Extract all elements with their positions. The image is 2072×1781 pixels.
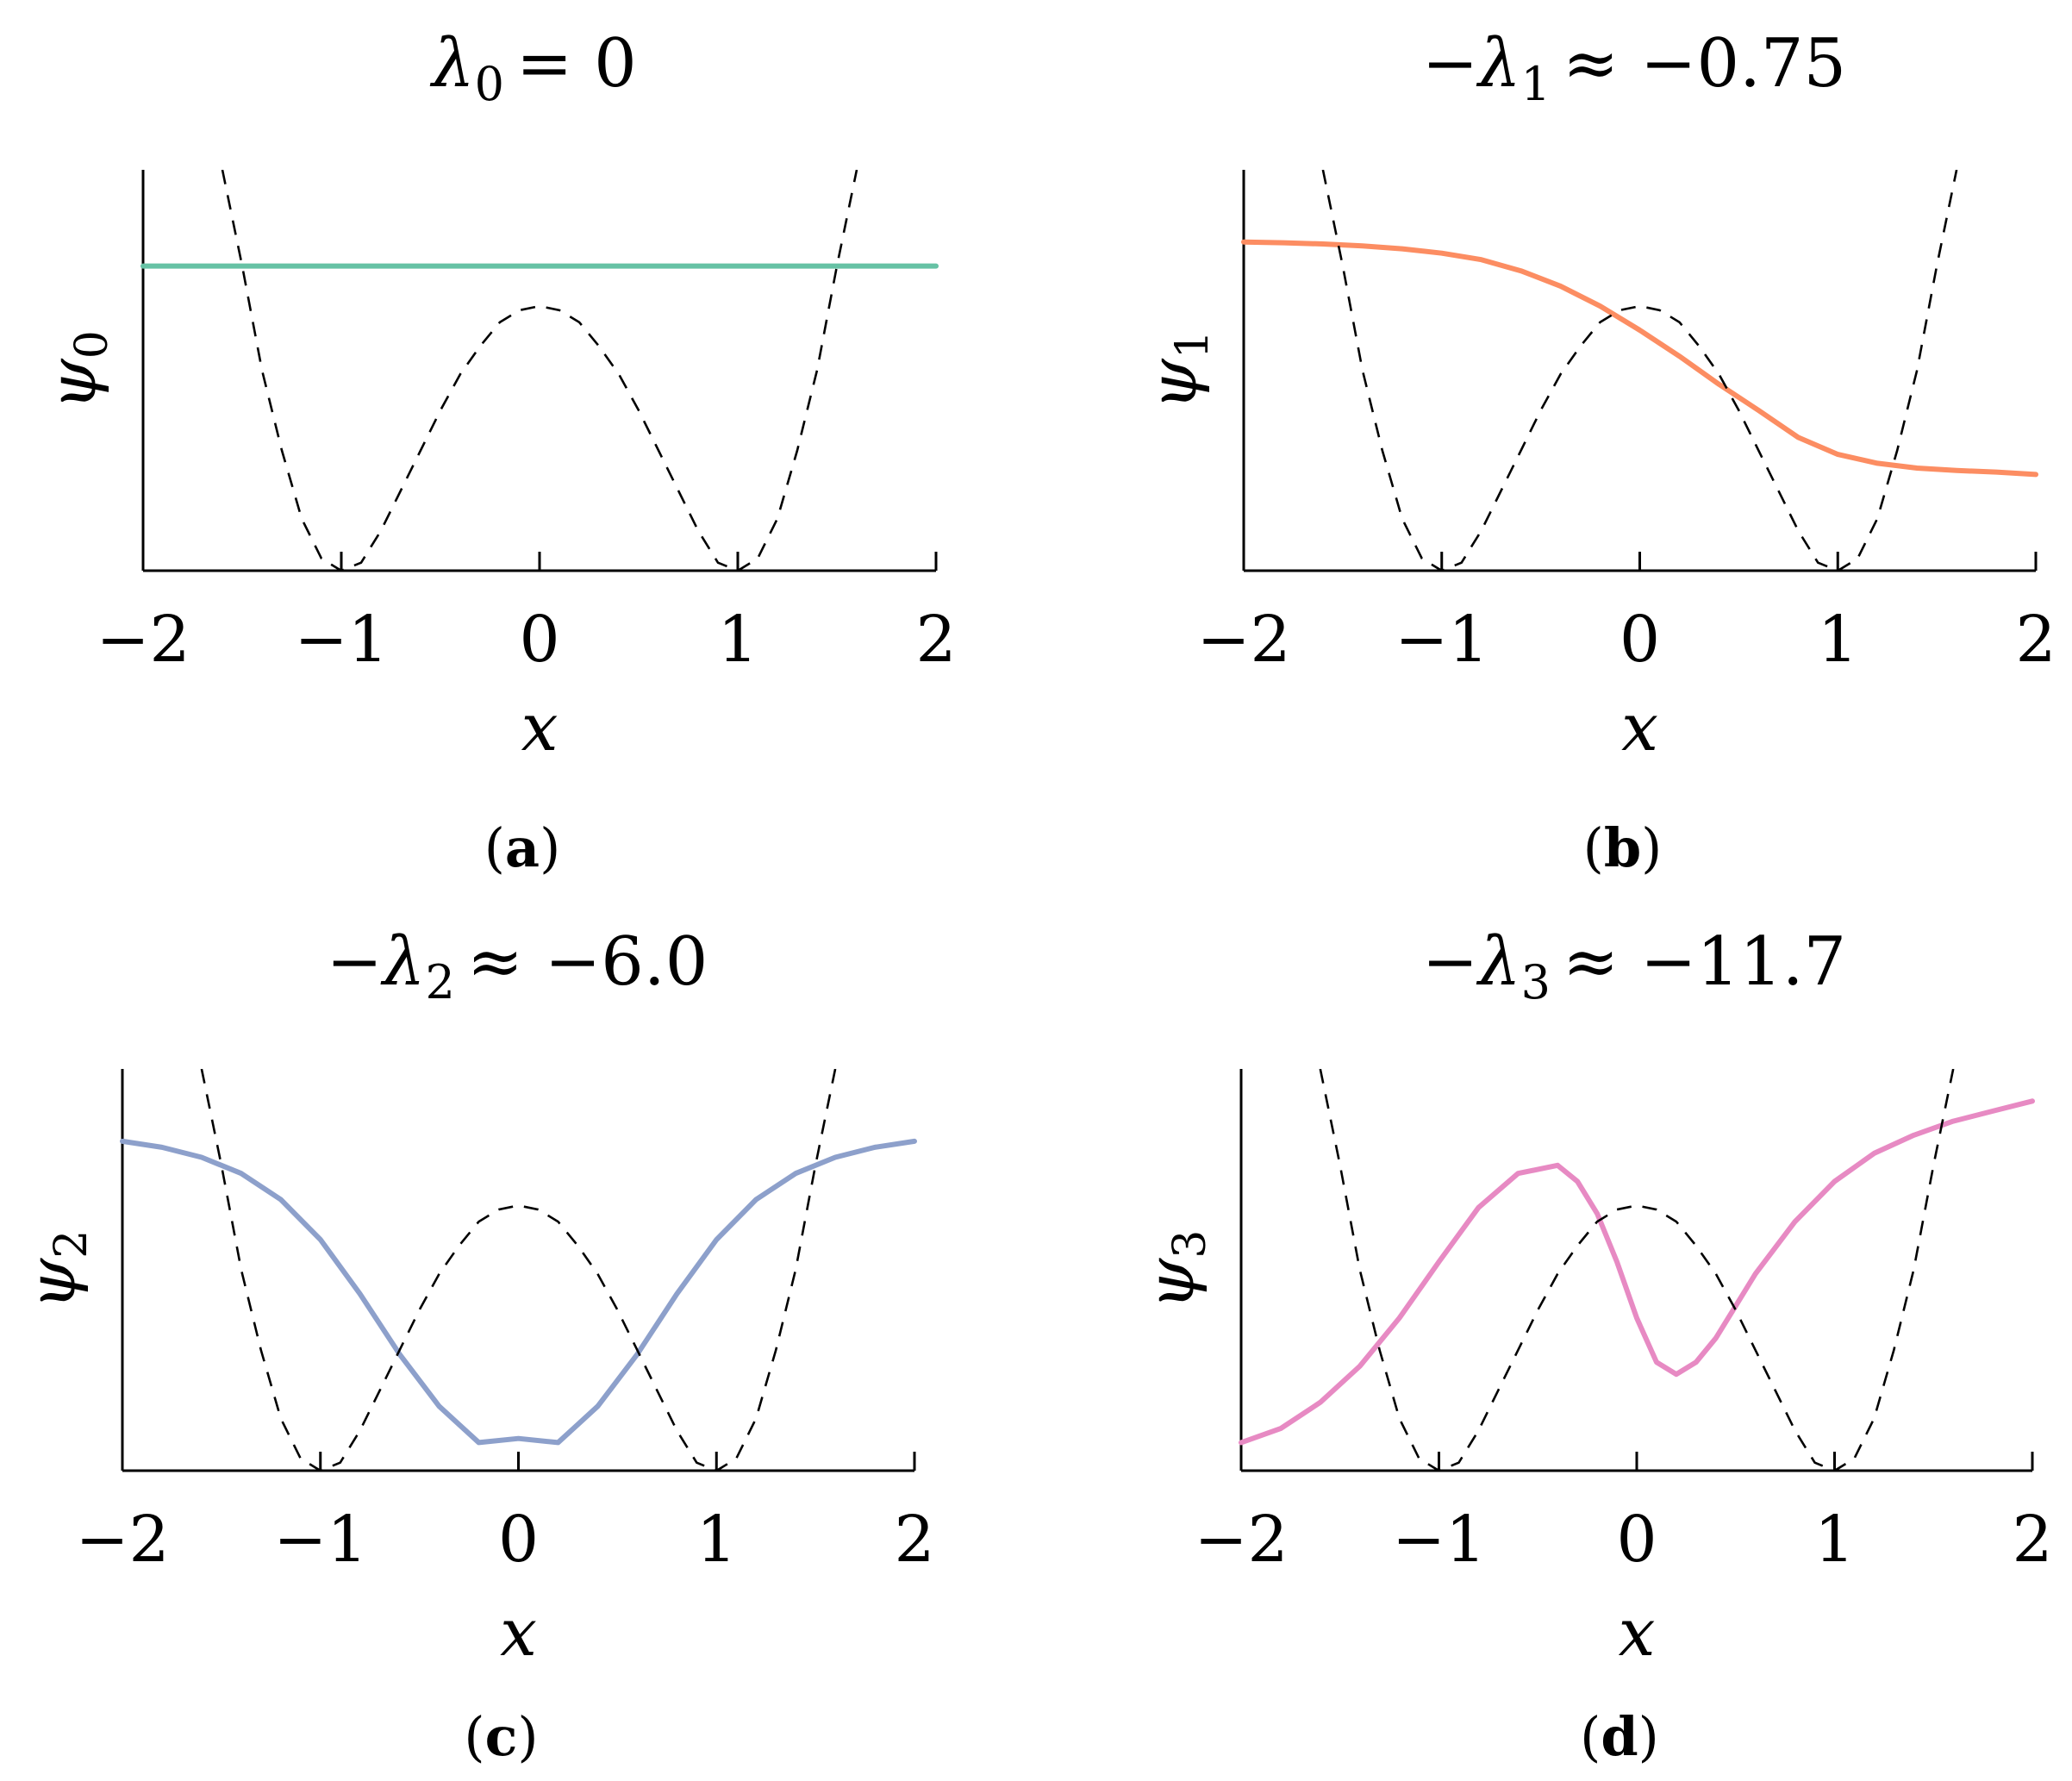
title-subscript: 2 (425, 955, 454, 1009)
x-axis-label: x (521, 689, 559, 766)
x-tick-label: 1 (1814, 1503, 1855, 1577)
x-tick-label: −2 (75, 1503, 169, 1577)
potential-curve (221, 170, 858, 572)
ylabel-subscript: 1 (1167, 330, 1219, 359)
x-tick-label: 1 (717, 603, 758, 677)
ylabel-symbol: ψ (13, 1257, 90, 1309)
potential-curve (1321, 170, 1958, 572)
x-tick-label: 2 (2015, 603, 2056, 677)
potential-curve (200, 1069, 837, 1472)
eigenfunction-curve (120, 1138, 917, 1446)
x-tick-label: −1 (294, 603, 388, 677)
title-subscript: 3 (1521, 955, 1551, 1009)
panel-label: (c) (464, 1705, 538, 1768)
title-prefix: − (1422, 923, 1478, 1001)
ylabel-symbol: ψ (1134, 358, 1211, 410)
title-relation: ≈ −11.7 (1563, 923, 1846, 1001)
title-prefix: − (1422, 25, 1478, 103)
title-subscript: 0 (475, 57, 504, 111)
x-axis-label: x (500, 1594, 537, 1671)
ylabel-symbol: ψ (1132, 1257, 1208, 1309)
x-tick-label: 2 (2012, 1503, 2052, 1577)
x-tick-label: 0 (498, 1503, 539, 1577)
y-axis-label: ψ2 (13, 1230, 97, 1310)
ylabel-symbol: ψ (34, 358, 110, 410)
x-tick-label: 0 (1616, 1503, 1657, 1577)
title-symbol: λ (1476, 25, 1520, 103)
panel-label: (a) (484, 816, 561, 879)
panel-title: −λ3 ≈ −11.7 (1422, 923, 1846, 1009)
eigenfunction-curve (1239, 1098, 2035, 1446)
panel-label: (b) (1583, 816, 1663, 879)
ylabel-subscript: 0 (66, 330, 118, 359)
x-tick-label: −2 (1194, 1503, 1288, 1577)
panel-label: (d) (1580, 1705, 1659, 1768)
title-prefix: − (327, 923, 383, 1001)
x-tick-label: 0 (1620, 603, 1660, 677)
y-axis-label: ψ1 (1134, 330, 1219, 410)
x-tick-label: −1 (1395, 603, 1488, 677)
eigenfunction-curve (1241, 239, 2038, 478)
title-relation: ≈ −0.75 (1563, 25, 1846, 103)
title-relation: = 0 (516, 25, 637, 103)
panel-letter: c (485, 1705, 518, 1768)
y-axis-label: ψ0 (34, 330, 118, 410)
panel-letter: b (1604, 816, 1641, 879)
x-tick-label: 2 (915, 603, 956, 677)
y-axis-label: ψ3 (1132, 1230, 1216, 1310)
panel-letter: d (1601, 1705, 1638, 1768)
x-tick-label: 1 (1818, 603, 1858, 677)
ylabel-subscript: 3 (1164, 1230, 1216, 1259)
x-axis-label: x (1621, 689, 1658, 766)
x-tick-label: −1 (1392, 1503, 1486, 1577)
title-symbol: λ (429, 25, 474, 103)
x-tick-label: 1 (696, 1503, 737, 1577)
title-relation: ≈ −6.0 (467, 923, 708, 1001)
panel-title: λ0 = 0 (429, 25, 637, 111)
potential-curve (1319, 1069, 1955, 1472)
panel-letter: a (505, 816, 540, 879)
title-subscript: 1 (1521, 57, 1551, 111)
title-symbol: λ (380, 923, 425, 1001)
x-tick-label: 2 (894, 1503, 934, 1577)
x-tick-label: 0 (519, 603, 559, 677)
title-symbol: λ (1476, 923, 1520, 1001)
x-tick-label: −2 (96, 603, 190, 677)
ylabel-subscript: 2 (46, 1230, 97, 1259)
x-tick-label: −2 (1196, 603, 1290, 677)
panel-title: −λ2 ≈ −6.0 (327, 923, 708, 1009)
x-axis-label: x (1619, 1594, 1656, 1671)
x-tick-label: −1 (273, 1503, 367, 1577)
panel-title: −λ1 ≈ −0.75 (1422, 25, 1846, 111)
